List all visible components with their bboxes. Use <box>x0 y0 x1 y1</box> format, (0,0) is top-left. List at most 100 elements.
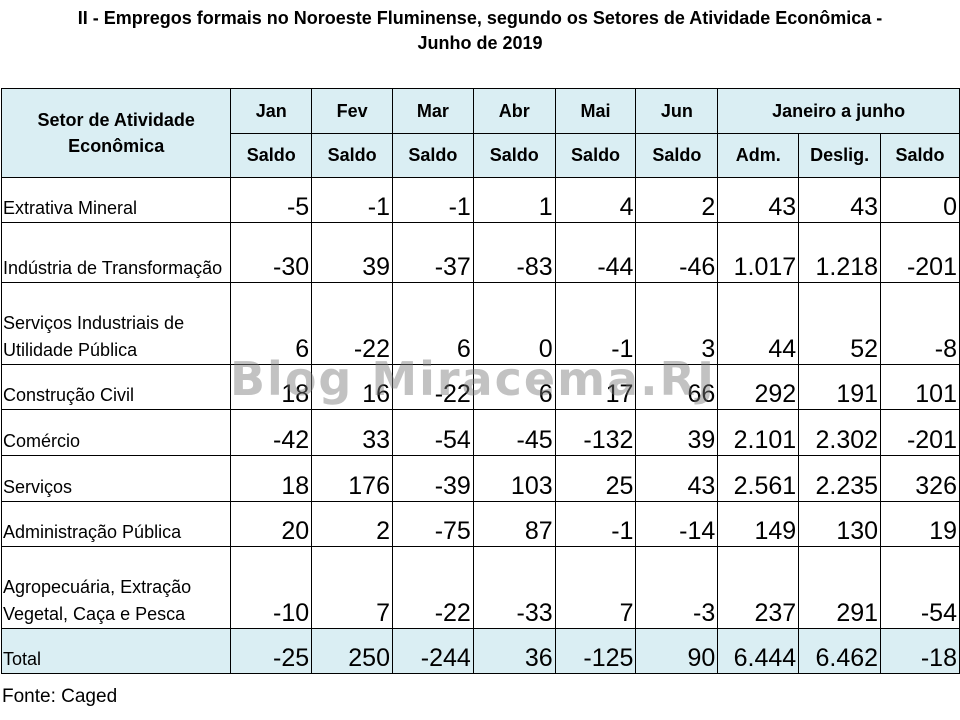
sector-name: Construção Civil <box>0 364 232 410</box>
header-saldo: Saldo <box>472 133 556 178</box>
value-cell: 2.302 <box>798 409 882 456</box>
value-cell: 66 <box>635 364 719 410</box>
value-cell: 103 <box>472 455 556 502</box>
value-cell: 90 <box>635 628 719 674</box>
sector-name: Indústria de Transformação <box>0 222 232 283</box>
value-cell: -8 <box>880 282 960 365</box>
value-cell: 17 <box>554 364 637 410</box>
value-cell: -54 <box>392 409 474 456</box>
value-cell: -39 <box>392 455 474 502</box>
value-cell: -75 <box>392 501 474 547</box>
value-cell: -125 <box>554 628 637 674</box>
header-saldo: Saldo <box>635 133 719 178</box>
value-cell: 2 <box>311 501 393 547</box>
source-note: Fonte: Caged <box>2 686 118 707</box>
header-sector: Setor de Atividade Econômica <box>0 88 232 178</box>
table-row: Agropecuária, Extração Vegetal, Caça e P… <box>0 546 960 629</box>
value-cell: 0 <box>880 177 960 223</box>
table-row: Construção Civil 18 16 -22 6 17 66 292 191 101 <box>0 364 960 410</box>
value-cell: -1 <box>554 282 637 365</box>
value-cell: -201 <box>880 409 960 456</box>
value-cell: 149 <box>717 501 800 547</box>
value-cell: 20 <box>230 501 313 547</box>
value-cell: -22 <box>311 282 393 365</box>
value-cell: 6 <box>472 364 556 410</box>
sector-name: Administração Pública <box>0 501 232 547</box>
value-cell: -5 <box>230 177 313 223</box>
header-saldo: Saldo <box>880 133 960 178</box>
value-cell: -18 <box>880 628 960 674</box>
value-cell: 4 <box>554 177 637 223</box>
value-cell: 6.444 <box>717 628 800 674</box>
table-row: Serviços Industriais de Utilidade Públic… <box>0 282 960 365</box>
header-month: Mai <box>554 88 637 134</box>
value-cell: 87 <box>472 501 556 547</box>
value-cell: 43 <box>798 177 882 223</box>
value-cell: 1.017 <box>717 222 800 283</box>
sector-name: Serviços Industriais de Utilidade Públic… <box>0 282 232 365</box>
value-cell: 130 <box>798 501 882 547</box>
sector-name: Agropecuária, Extração Vegetal, Caça e P… <box>0 546 232 629</box>
value-cell: 36 <box>472 628 556 674</box>
value-cell: 6 <box>230 282 313 365</box>
total-row: Total -25 250 -244 36 -125 90 6.444 6.462 -18 <box>0 628 960 674</box>
header-month: Fev <box>311 88 393 134</box>
header-adm: Adm. <box>717 133 800 178</box>
table-row: Comércio -42 33 -54 -45 -132 39 2.101 2.302 -201 <box>0 409 960 456</box>
sector-name: Extrativa Mineral <box>0 177 232 223</box>
value-cell: 2 <box>635 177 719 223</box>
value-cell: 250 <box>311 628 393 674</box>
table-row: Indústria de Transformação -30 39 -37 -83 -44… <box>0 222 960 283</box>
value-cell: -1 <box>554 501 637 547</box>
value-cell: -37 <box>392 222 474 283</box>
value-cell: -1 <box>392 177 474 223</box>
title-line-2: Junho de 2019 <box>417 33 543 53</box>
value-cell: 25 <box>554 455 637 502</box>
value-cell: 19 <box>880 501 960 547</box>
sector-name: Total <box>0 628 232 674</box>
value-cell: 0 <box>472 282 556 365</box>
value-cell: 291 <box>798 546 882 629</box>
header-month: Jan <box>230 88 313 134</box>
value-cell: 7 <box>311 546 393 629</box>
value-cell: -30 <box>230 222 313 283</box>
value-cell: -22 <box>392 546 474 629</box>
header-saldo: Saldo <box>230 133 313 178</box>
value-cell: -33 <box>472 546 556 629</box>
value-cell: 39 <box>635 409 719 456</box>
value-cell: 33 <box>311 409 393 456</box>
table-row: Extrativa Mineral -5 -1 -1 1 4 2 43 43 0 <box>0 177 960 223</box>
value-cell: -10 <box>230 546 313 629</box>
header-row-2: Saldo Saldo Saldo Saldo Saldo Saldo Adm.… <box>2 133 960 178</box>
value-cell: 6 <box>392 282 474 365</box>
header-deslig: Deslig. <box>798 133 882 178</box>
value-cell: 237 <box>717 546 800 629</box>
value-cell: -132 <box>554 409 637 456</box>
header-month: Abr <box>472 88 556 134</box>
value-cell: 7 <box>554 546 637 629</box>
value-cell: 2.561 <box>717 455 800 502</box>
value-cell: -201 <box>880 222 960 283</box>
header-row-1: Setor de Atividade Econômica Jan Fev Mar… <box>0 88 960 178</box>
header-period: Janeiro a junho <box>717 88 960 134</box>
value-cell: -42 <box>230 409 313 456</box>
table-row: Serviços 18 176 -39 103 25 43 2.561 2.235 326 <box>0 455 960 502</box>
value-cell: 43 <box>717 177 800 223</box>
value-cell: 43 <box>635 455 719 502</box>
value-cell: -25 <box>230 628 313 674</box>
value-cell: 292 <box>717 364 800 410</box>
value-cell: 16 <box>311 364 393 410</box>
value-cell: -45 <box>472 409 556 456</box>
value-cell: 176 <box>311 455 393 502</box>
value-cell: 1.218 <box>798 222 882 283</box>
value-cell: -83 <box>472 222 556 283</box>
value-cell: 326 <box>880 455 960 502</box>
header-month: Mar <box>392 88 474 134</box>
value-cell: -3 <box>635 546 719 629</box>
header-saldo: Saldo <box>311 133 393 178</box>
title-line-1: II - Empregos formais no Noroeste Flumin… <box>77 8 883 28</box>
table-title: II - Empregos formais no Noroeste Flumin… <box>0 6 960 56</box>
value-cell: 39 <box>311 222 393 283</box>
sector-name: Comércio <box>0 409 232 456</box>
sector-name: Serviços <box>0 455 232 502</box>
